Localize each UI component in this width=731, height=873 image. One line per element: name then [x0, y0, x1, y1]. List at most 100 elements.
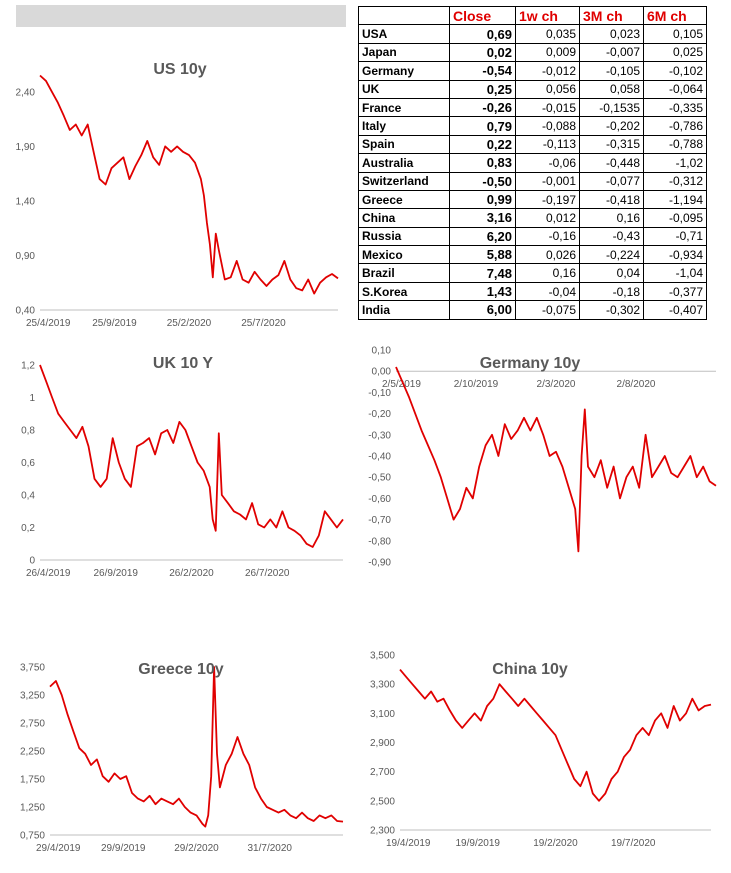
- table-row: China 3,16 0,012 0,16 -0,095: [358, 208, 707, 228]
- header-country: [358, 5, 450, 26]
- cell-m3: -0,1535: [579, 97, 644, 118]
- table-row: Russia 6,20 -0,16 -0,43 -0,71: [358, 226, 707, 247]
- y-tick-label: -0,10: [368, 388, 391, 399]
- cell-w1: -0,16: [515, 226, 580, 247]
- cell-m3: 0,023: [579, 24, 644, 44]
- y-tick-label: 0,00: [372, 367, 392, 378]
- cell-m3: -0,448: [579, 153, 644, 173]
- y-tick-label: 0,2: [21, 523, 35, 534]
- cell-country: France: [358, 97, 450, 118]
- x-tick-label: 29/4/2019: [36, 843, 81, 854]
- x-tick-label: 25/9/2019: [92, 318, 137, 329]
- x-tick-label: 29/9/2019: [101, 843, 146, 854]
- y-tick-label: 1,750: [20, 775, 45, 786]
- cell-country: S.Korea: [358, 281, 450, 302]
- x-tick-label: 2/10/2019: [454, 379, 499, 390]
- x-tick-label: 25/7/2020: [241, 318, 286, 329]
- cell-w1: 0,035: [515, 24, 580, 44]
- cell-m3: -0,43: [579, 226, 644, 247]
- x-tick-label: 29/2/2020: [174, 843, 219, 854]
- cell-country: Switzerland: [358, 171, 450, 191]
- table-row: Italy 0,79 -0,088 -0,202 -0,786: [358, 116, 707, 136]
- chart-germany-10y: 0,10 0,00 -0,10 -0,20 -0,30 -0,40 -0,50 -0,60 -0…: [358, 340, 718, 580]
- y-tick-label: 3,750: [20, 663, 45, 674]
- y-tick-label: 2,40: [16, 87, 36, 98]
- cell-close: -0,50: [449, 171, 516, 191]
- table-row: S.Korea 1,43 -0,04 -0,18 -0,377: [358, 281, 707, 302]
- y-tick-label: 3,100: [370, 709, 395, 720]
- header-close: Close: [449, 5, 516, 26]
- cell-close: 1,43: [449, 281, 516, 302]
- cell-country: India: [358, 300, 450, 320]
- x-tick-label: 2/3/2020: [537, 379, 576, 390]
- y-tick-label: -0,80: [368, 536, 391, 547]
- cell-m6: -0,064: [643, 79, 707, 99]
- y-tick-label: 3,250: [20, 691, 45, 702]
- cell-m3: -0,077: [579, 171, 644, 191]
- y-tick-label: 1,40: [16, 196, 36, 207]
- cell-country: China: [358, 208, 450, 228]
- cell-country: Germany: [358, 61, 450, 81]
- cell-country: Spain: [358, 134, 450, 155]
- cell-m3: -0,224: [579, 245, 644, 265]
- cell-close: 7,48: [449, 263, 516, 283]
- y-tick-label: 0,40: [16, 306, 36, 317]
- cell-close: 0,69: [449, 24, 516, 44]
- y-tick-label: 3,500: [370, 651, 395, 662]
- us-10y-title: US 10y: [153, 61, 206, 78]
- cell-country: Russia: [358, 226, 450, 247]
- y-tick-label: -0,70: [368, 515, 391, 526]
- y-tick-label: 1,250: [20, 803, 45, 814]
- cell-m6: -1,194: [643, 189, 707, 210]
- header-1w: 1w ch: [515, 5, 580, 26]
- y-tick-label: 2,500: [370, 796, 395, 807]
- header-6m: 6M ch: [643, 5, 707, 26]
- series-line: [39, 364, 344, 548]
- cell-w1: 0,012: [515, 208, 580, 228]
- cell-close: 0,02: [449, 42, 516, 63]
- y-tick-label: 1,2: [21, 361, 35, 372]
- cell-w1: -0,04: [515, 281, 580, 302]
- y-tick-label: 0,90: [16, 251, 36, 262]
- cell-country: USA: [358, 24, 450, 44]
- chart-greece-10y: 0,750 1,250 1,750 2,250 2,750 3,250 3,750 29/4/…: [0, 655, 345, 865]
- cell-country: Japan: [358, 42, 450, 63]
- series-line: [39, 74, 339, 295]
- cell-m6: -0,71: [643, 226, 707, 247]
- x-tick-label: 26/4/2019: [26, 568, 71, 579]
- chart-svg: 2,300 2,500 2,700 2,900 3,100 3,300 3,500 19/4/…: [370, 651, 712, 849]
- cell-m6: -1,02: [643, 153, 707, 173]
- cell-close: 0,83: [449, 153, 516, 173]
- table-row: Mexico 5,88 0,026 -0,224 -0,934: [358, 245, 707, 265]
- cell-w1: -0,06: [515, 153, 580, 173]
- cell-m6: -0,788: [643, 134, 707, 155]
- y-tick-label: 2,250: [20, 747, 45, 758]
- chart-svg: 0,750 1,250 1,750 2,250 2,750 3,250 3,750 29/4/…: [20, 663, 344, 854]
- cell-w1: -0,197: [515, 189, 580, 210]
- table-row: Spain 0,22 -0,113 -0,315 -0,788: [358, 134, 707, 155]
- y-tick-label: -0,40: [368, 452, 391, 463]
- y-tick-label: 0,4: [21, 491, 35, 502]
- cell-country: Mexico: [358, 245, 450, 265]
- cell-close: 3,16: [449, 208, 516, 228]
- y-tick-label: 0,6: [21, 458, 35, 469]
- cell-m6: -0,377: [643, 281, 707, 302]
- germany-10y-title: Germany 10y: [480, 355, 581, 372]
- table-row: USA 0,69 0,035 0,023 0,105: [358, 24, 707, 44]
- x-tick-label: 25/4/2019: [26, 318, 71, 329]
- series-line: [49, 666, 344, 828]
- y-tick-label: -0,90: [368, 558, 391, 569]
- cell-m6: -0,335: [643, 97, 707, 118]
- x-tick-label: 19/2/2020: [533, 838, 578, 849]
- y-tick-label: 0,750: [20, 831, 45, 842]
- cell-m3: -0,202: [579, 116, 644, 136]
- yields-table: Close 1w ch 3M ch 6M ch USA 0,69 0,035 0,02…: [358, 5, 707, 320]
- cell-close: 0,79: [449, 116, 516, 136]
- cell-w1: 0,056: [515, 79, 580, 99]
- table-header-row: Close 1w ch 3M ch 6M ch: [358, 5, 707, 26]
- cell-m6: -0,934: [643, 245, 707, 265]
- cell-country: Brazil: [358, 263, 450, 283]
- y-tick-label: 1,90: [16, 142, 36, 153]
- cell-close: 0,22: [449, 134, 516, 155]
- cell-m6: -0,095: [643, 208, 707, 228]
